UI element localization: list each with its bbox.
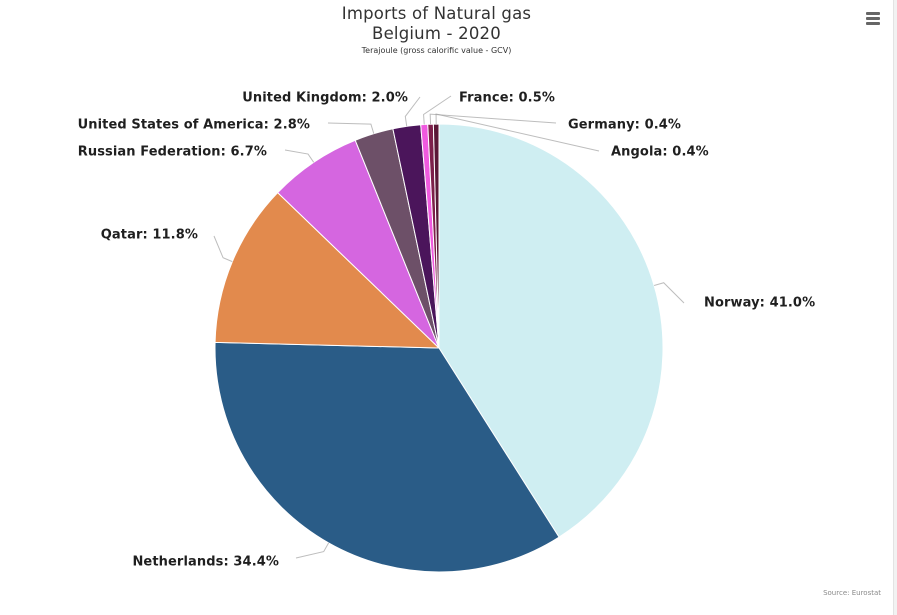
label-connector bbox=[653, 282, 685, 304]
menu-line bbox=[866, 17, 880, 20]
chart-title-block: Imports of Natural gas Belgium - 2020 Te… bbox=[0, 4, 873, 56]
data-label-germany: Germany: 0.4% bbox=[568, 118, 681, 133]
label-connector bbox=[429, 113, 557, 125]
label-connector bbox=[423, 95, 452, 125]
label-connector bbox=[213, 235, 233, 263]
data-label-norway: Norway: 41.0% bbox=[704, 296, 815, 311]
pie-slices bbox=[214, 123, 664, 573]
window-edge bbox=[894, 0, 897, 615]
source-credit[interactable]: Source: Eurostat bbox=[823, 589, 881, 597]
label-connectors bbox=[213, 95, 685, 559]
menu-line bbox=[866, 22, 880, 25]
label-connector bbox=[435, 113, 600, 152]
pie-slice-norway[interactable] bbox=[438, 123, 664, 538]
pie-slice-netherlands[interactable] bbox=[214, 341, 560, 573]
label-connector bbox=[404, 96, 421, 127]
chart-title-line-2: Belgium - 2020 bbox=[372, 24, 501, 43]
label-connector bbox=[284, 149, 315, 163]
menu-line bbox=[866, 12, 880, 15]
chart-title-line-1: Imports of Natural gas bbox=[341, 4, 532, 23]
data-label-netherlands: Netherlands: 34.4% bbox=[132, 555, 279, 570]
data-label-angola: Angola: 0.4% bbox=[611, 145, 709, 160]
data-label-france: France: 0.5% bbox=[459, 91, 555, 106]
data-label-russian-federation: Russian Federation: 6.7% bbox=[78, 145, 267, 160]
chart-subtitle: Terajoule (gross calorific value - GCV) bbox=[361, 46, 512, 55]
data-label-qatar: Qatar: 11.8% bbox=[101, 228, 198, 243]
label-connector bbox=[327, 122, 375, 134]
hamburger-menu-icon[interactable] bbox=[862, 9, 884, 29]
data-labels: Norway: 41.0% Netherlands: 34.4% Qatar: 11… bbox=[78, 91, 816, 570]
data-label-united-states-of-america: United States of America: 2.8% bbox=[78, 118, 310, 133]
data-label-united-kingdom: United Kingdom: 2.0% bbox=[242, 91, 408, 106]
label-connector bbox=[295, 542, 330, 559]
